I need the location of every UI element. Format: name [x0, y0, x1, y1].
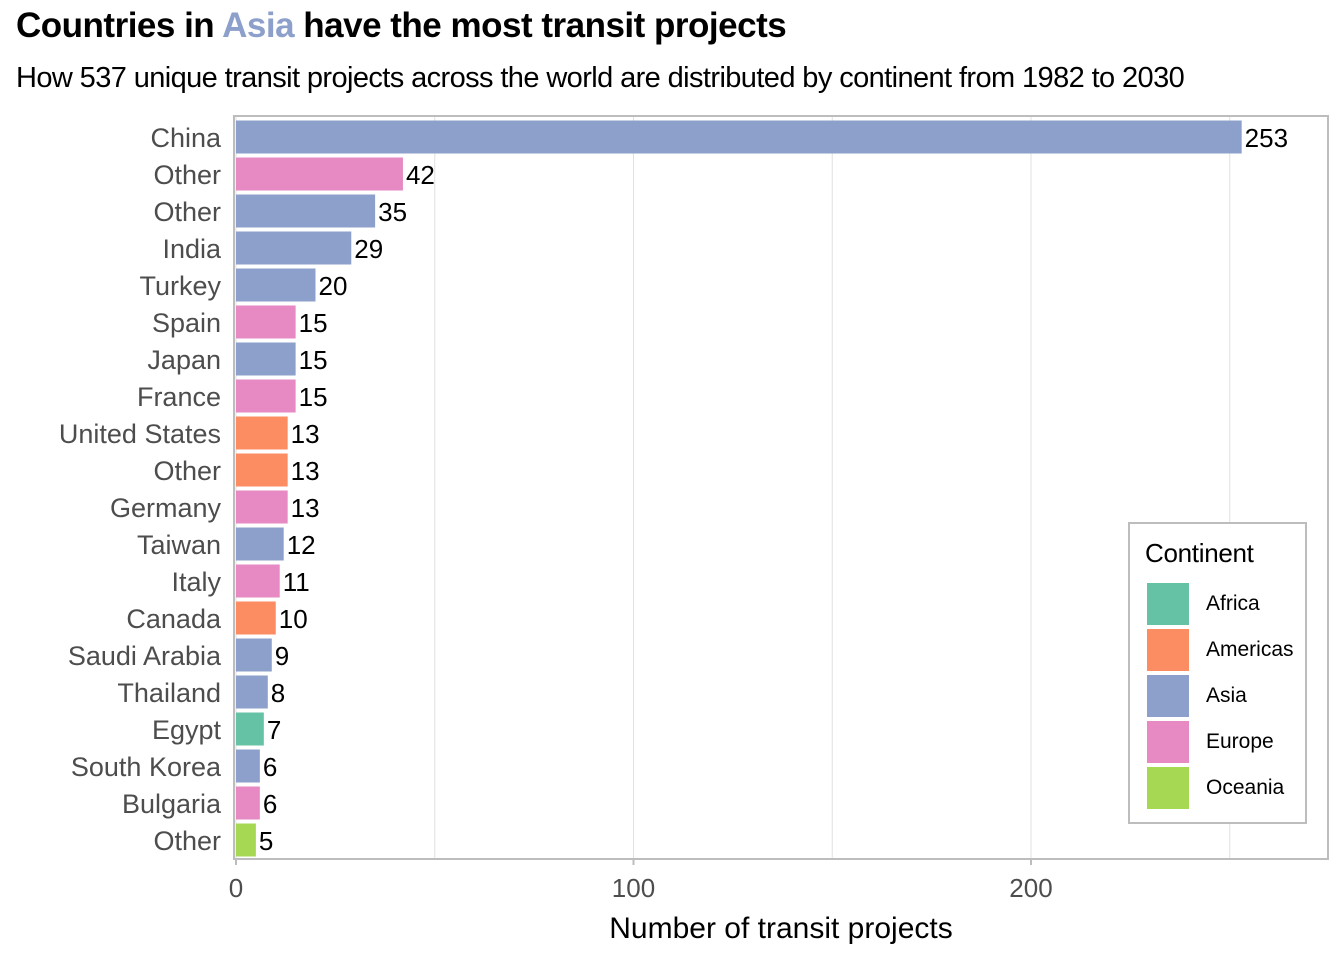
value-label: 7 — [267, 715, 281, 745]
bar-0 — [236, 120, 1242, 154]
bar-5 — [236, 305, 296, 339]
legend-swatch — [1147, 767, 1189, 809]
legend-title: Continent — [1145, 538, 1254, 568]
title-suffix: have the most transit projects — [294, 6, 787, 45]
plot-panel-border — [233, 115, 1329, 860]
bar-12 — [236, 564, 280, 598]
legend-label: Europe — [1206, 730, 1274, 753]
value-label: 13 — [291, 419, 320, 449]
category-label: Turkey — [139, 271, 221, 301]
value-label: 5 — [259, 826, 273, 856]
bars — [236, 120, 1242, 857]
bar-7 — [236, 379, 296, 413]
legend-item-americas: Americas — [1147, 629, 1307, 671]
value-label: 6 — [263, 752, 277, 782]
value-label: 35 — [378, 197, 407, 227]
value-label: 15 — [299, 382, 328, 412]
legend-label: Asia — [1206, 684, 1247, 707]
value-label: 9 — [275, 641, 289, 671]
legend-item-europe: Europe — [1147, 721, 1307, 763]
title-highlight: Asia — [222, 6, 295, 45]
x-tick-label: 200 — [1009, 873, 1052, 903]
grid-lines — [235, 116, 1231, 859]
bar-15 — [236, 675, 268, 709]
bar-14 — [236, 638, 272, 672]
legend: Continent Africa Americas Asia Europe Oceani… — [1128, 522, 1307, 824]
category-labels: China Other Other India Turkey Spain Japan Fran… — [59, 123, 222, 856]
category-label: France — [137, 382, 221, 412]
category-label: Spain — [152, 308, 221, 338]
value-label: 29 — [354, 234, 383, 264]
value-label: 11 — [283, 567, 310, 597]
bar-19 — [236, 823, 256, 857]
x-tick-label: 0 — [229, 873, 243, 903]
bar-8 — [236, 416, 288, 450]
category-label: Thailand — [117, 678, 221, 708]
category-label: Egypt — [152, 715, 222, 745]
legend-item-africa: Africa — [1147, 583, 1307, 625]
value-label: 12 — [287, 530, 316, 560]
title-prefix: Countries in — [16, 6, 223, 45]
category-label: South Korea — [71, 752, 222, 782]
legend-swatch — [1147, 583, 1189, 625]
bar-16 — [236, 712, 264, 746]
value-label: 15 — [299, 345, 328, 375]
category-label: Taiwan — [137, 530, 221, 560]
value-label: 20 — [319, 271, 348, 301]
legend-swatch — [1147, 629, 1189, 671]
bar-13 — [236, 601, 276, 635]
bar-6 — [236, 342, 296, 376]
x-axis-ticks: 0 100 200 — [229, 859, 1053, 903]
category-label: Germany — [110, 493, 222, 523]
bar-2 — [236, 194, 376, 228]
category-label: Canada — [126, 604, 222, 634]
bar-18 — [236, 786, 260, 820]
category-label: Japan — [147, 345, 221, 375]
bar-3 — [236, 231, 352, 265]
legend-swatch — [1147, 721, 1189, 763]
category-label: Other — [153, 456, 221, 486]
bar-9 — [236, 453, 288, 487]
category-label: United States — [59, 419, 221, 449]
value-label: 253 — [1245, 123, 1288, 153]
category-label: India — [162, 234, 222, 264]
legend-item-asia: Asia — [1147, 675, 1307, 717]
legend-swatch — [1147, 675, 1189, 717]
category-label: Other — [153, 197, 221, 227]
chart-title: Countries in Asia have the most transit … — [16, 6, 787, 46]
bar-11 — [236, 527, 284, 561]
category-label: Saudi Arabia — [68, 641, 222, 671]
x-axis-label: Number of transit projects — [609, 912, 952, 945]
category-label: Italy — [171, 567, 221, 597]
bar-1 — [236, 157, 403, 191]
x-tick-label: 100 — [612, 873, 655, 903]
value-label: 10 — [279, 604, 308, 634]
value-label: 13 — [291, 456, 320, 486]
bar-10 — [236, 490, 288, 524]
category-label: China — [150, 123, 222, 153]
legend-label: Africa — [1206, 592, 1260, 615]
chart-subtitle: How 537 unique transit projects across t… — [16, 62, 1185, 94]
legend-label: Americas — [1206, 638, 1294, 661]
category-label: Other — [153, 826, 221, 856]
bar-4 — [236, 268, 316, 302]
bar-17 — [236, 749, 260, 783]
category-label: Other — [153, 160, 221, 190]
value-label: 13 — [291, 493, 320, 523]
legend-label: Oceania — [1206, 776, 1285, 799]
value-label: 6 — [263, 789, 277, 819]
value-label: 15 — [299, 308, 328, 338]
value-label: 8 — [271, 678, 285, 708]
legend-item-oceania: Oceania — [1147, 767, 1307, 809]
value-label: 42 — [406, 160, 435, 190]
category-label: Bulgaria — [122, 789, 222, 819]
